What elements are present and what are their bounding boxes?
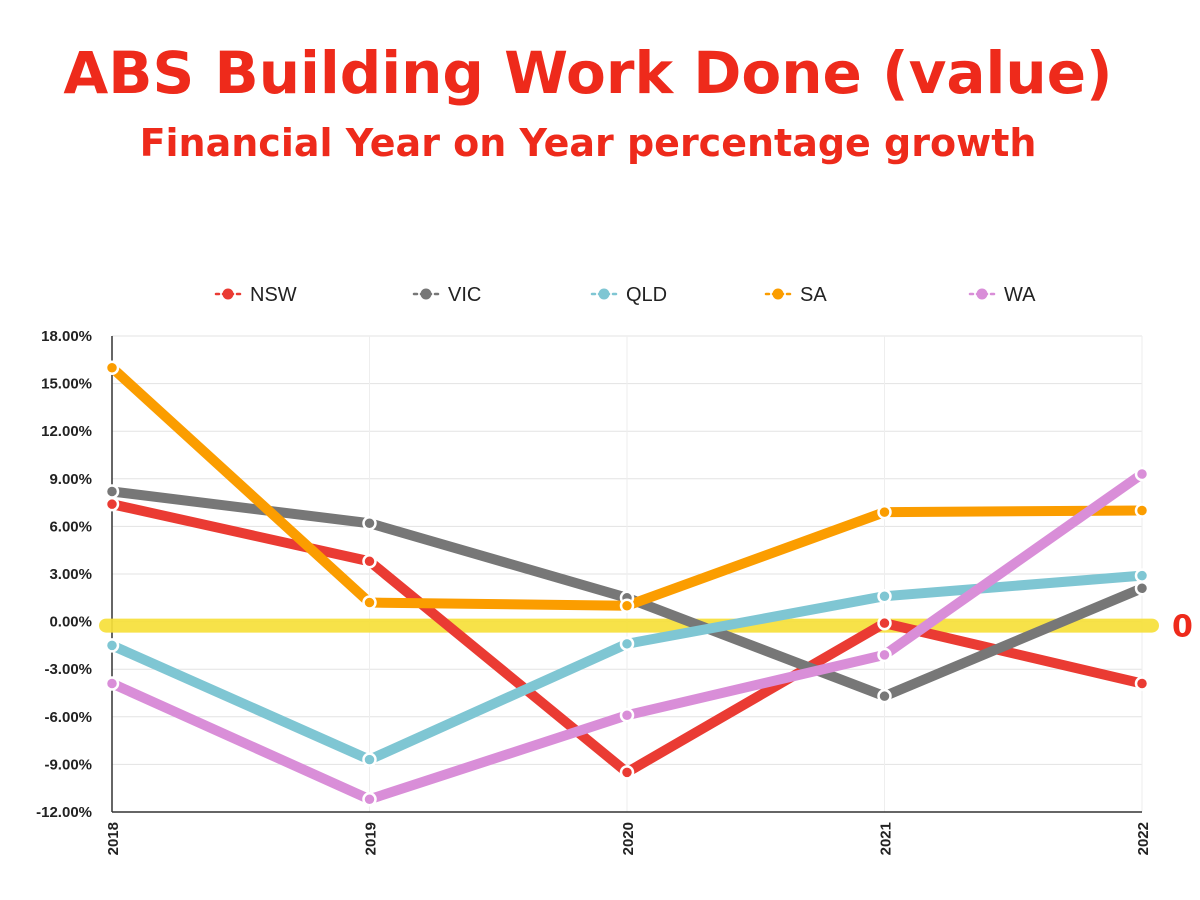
- data-point-wa: [362, 792, 377, 807]
- y-tick-label: -12.00%: [36, 804, 92, 821]
- data-point-sa: [619, 598, 635, 613]
- x-tick-label: 2021: [878, 822, 895, 855]
- y-tick-label: 6.00%: [49, 518, 92, 535]
- y-tick-label: 18.00%: [41, 328, 92, 345]
- data-point-wa: [104, 676, 120, 691]
- legend-label-vic: VIC: [448, 284, 481, 306]
- y-tick-label: -9.00%: [44, 756, 92, 773]
- data-point-vic: [877, 688, 892, 704]
- data-point-vic: [362, 515, 377, 531]
- legend-label-sa: SA: [800, 284, 827, 306]
- data-point-nsw: [104, 496, 120, 512]
- y-tick-label: 3.00%: [49, 566, 92, 583]
- data-point-qld: [104, 638, 120, 653]
- zero-reference: 0: [99, 610, 1193, 645]
- data-point-wa: [877, 647, 892, 663]
- legend-label-qld: QLD: [626, 284, 667, 306]
- y-tick-label: -3.00%: [44, 661, 92, 678]
- data-point-sa: [1134, 503, 1150, 518]
- legend-label-nsw: NSW: [250, 284, 297, 306]
- legend: NSW VIC QLD SA WA: [214, 284, 1036, 306]
- data-point-qld: [1134, 568, 1150, 583]
- chart-subtitle: Financial Year on Year percentage growth: [139, 121, 1037, 165]
- axes: 18.00% 15.00% 12.00% 9.00% 6.00% 3.00% 0.00% -3…: [36, 328, 1152, 855]
- legend-label-wa: WA: [1004, 284, 1036, 306]
- data-point-sa: [104, 360, 120, 375]
- data-point-qld: [362, 752, 377, 767]
- x-tick-label: 2018: [105, 822, 122, 855]
- data-point-nsw: [362, 554, 377, 569]
- data-point-vic: [1134, 581, 1150, 596]
- legend-swatch-marker: [976, 288, 988, 300]
- legend-swatch-marker: [420, 288, 432, 300]
- y-tick-label: 12.00%: [41, 423, 92, 440]
- data-point-sa: [877, 504, 892, 520]
- legend-swatch-marker: [598, 288, 610, 300]
- chart-title: ABS Building Work Done (value): [63, 39, 1113, 107]
- legend-swatch-marker: [222, 288, 234, 300]
- data-point-nsw: [877, 615, 892, 631]
- y-tick-label: 9.00%: [49, 471, 92, 488]
- data-point-vic: [104, 484, 120, 499]
- data-point-wa: [619, 707, 635, 723]
- x-tick-label: 2020: [620, 822, 637, 855]
- data-point-nsw: [1134, 676, 1150, 691]
- x-tick-label: 2019: [363, 822, 380, 855]
- y-tick-label: 0.00%: [49, 614, 92, 631]
- data-point-qld: [877, 588, 892, 604]
- series-lines: [104, 360, 1150, 807]
- y-tick-label: -6.00%: [44, 709, 92, 726]
- data-point-nsw: [619, 765, 635, 780]
- gridlines: [112, 335, 1143, 812]
- data-point-wa: [1134, 466, 1150, 482]
- x-tick-label: 2022: [1135, 822, 1152, 855]
- legend-swatch-marker: [772, 288, 784, 300]
- y-tick-label: 15.00%: [41, 376, 92, 393]
- data-point-qld: [619, 636, 635, 652]
- zero-reference-label: 0: [1172, 610, 1193, 645]
- data-point-sa: [362, 595, 377, 610]
